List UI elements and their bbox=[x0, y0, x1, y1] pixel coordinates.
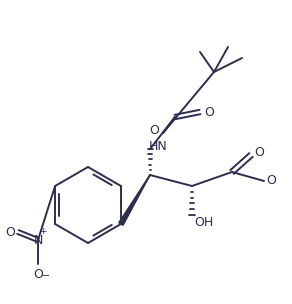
Polygon shape bbox=[119, 175, 150, 225]
Text: +: + bbox=[39, 227, 47, 237]
Text: O: O bbox=[254, 147, 264, 160]
Text: O: O bbox=[33, 268, 43, 281]
Text: O: O bbox=[149, 123, 159, 136]
Text: O: O bbox=[5, 226, 15, 239]
Text: OH: OH bbox=[194, 216, 214, 230]
Text: O: O bbox=[266, 174, 276, 188]
Text: O: O bbox=[204, 105, 214, 119]
Text: N: N bbox=[33, 233, 43, 247]
Text: HN: HN bbox=[149, 140, 167, 154]
Text: −: − bbox=[42, 271, 50, 281]
